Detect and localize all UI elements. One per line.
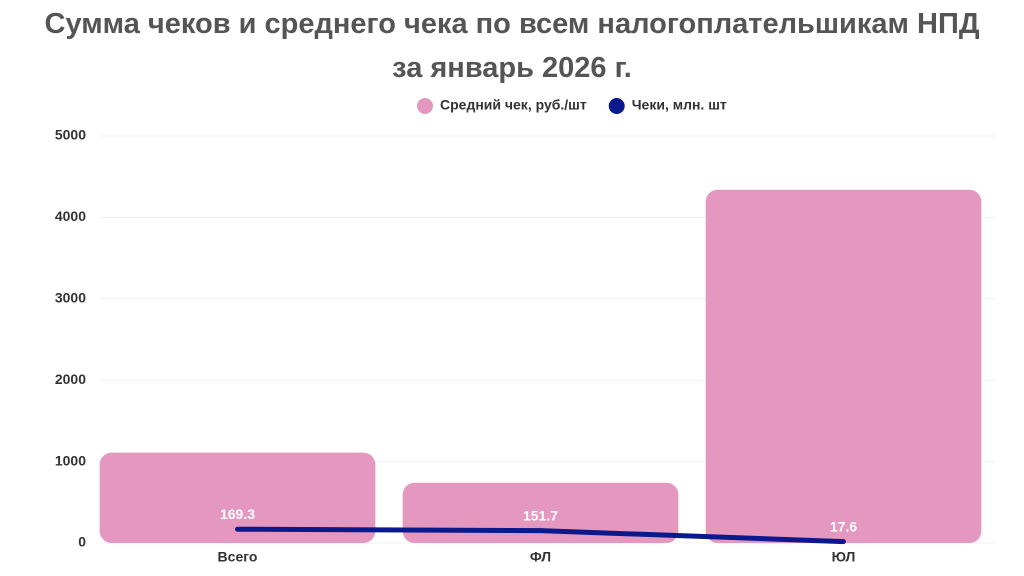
x-tick-label: ФЛ xyxy=(530,549,551,565)
legend-label: Средний чек, руб./шт xyxy=(440,97,587,113)
data-label: 17.6 xyxy=(830,518,857,534)
chart-title: Сумма чеков и среднего чека по всем нало… xyxy=(44,8,980,84)
x-tick-label: Всего xyxy=(218,549,258,565)
y-tick-label: 3000 xyxy=(55,290,86,306)
y-tick-label: 0 xyxy=(78,534,86,550)
bar xyxy=(705,189,982,543)
data-label: 169.3 xyxy=(220,506,255,522)
y-tick-label: 4000 xyxy=(55,208,86,224)
legend-label: Чеки, млн. шт xyxy=(632,97,727,113)
legend-marker xyxy=(417,98,433,114)
y-tick-label: 2000 xyxy=(55,371,86,387)
line xyxy=(235,526,846,545)
legend-marker xyxy=(608,98,625,114)
y-tick-label: 1000 xyxy=(55,452,86,468)
x-tick-label: ЮЛ xyxy=(832,549,856,565)
y-tick-label: 5000 xyxy=(55,127,86,143)
bar xyxy=(99,452,376,543)
data-label: 151.7 xyxy=(523,507,558,523)
